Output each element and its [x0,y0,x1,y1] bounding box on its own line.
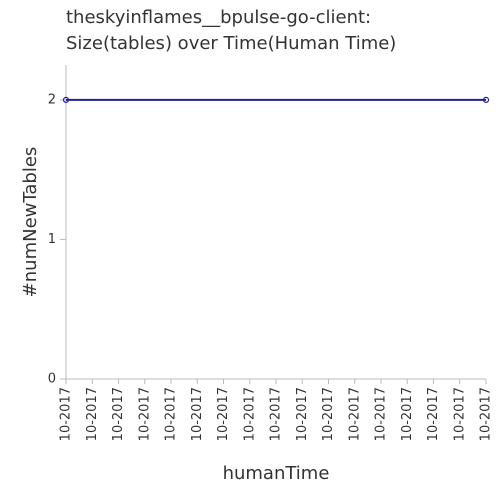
x-tick-label: 10-2017 [190,387,205,441]
y-tick-label: 0 [48,372,56,387]
x-tick-label: 10-2017 [269,387,284,441]
x-tick-label: 10-2017 [347,387,362,441]
y-tick-label: 1 [48,232,56,247]
x-tick-label: 10-2017 [400,387,415,441]
x-tick-label: 10-2017 [216,387,231,441]
point [62,96,70,103]
point [482,96,490,103]
x-axis-label: humanTime [223,463,330,484]
x-tick-label: 10-2017 [164,387,179,441]
x-tick-label: 10-2017 [321,387,336,441]
chart-title: Size(tables) over Time(Human Time) [66,33,396,54]
x-tick-label: 10-2017 [111,387,126,441]
x-tick-label: 10-2017 [137,387,152,441]
x-tick-label: 10-2017 [242,387,257,441]
x-tick-label: 10-2017 [426,387,441,441]
x-tick-label: 10-2017 [59,387,74,441]
y-tick-label: 2 [48,92,56,107]
chart-title: theskyinflames__bpulse-go-client: [66,7,371,28]
x-tick-label: 10-2017 [374,387,389,441]
x-tick-label: 10-2017 [85,387,100,441]
x-tick-label: 10-2017 [295,387,310,441]
y-axis-label: #numNewTables [20,147,41,298]
x-tick-label: 10-2017 [452,387,467,441]
x-tick-label: 10-2017 [479,387,494,441]
